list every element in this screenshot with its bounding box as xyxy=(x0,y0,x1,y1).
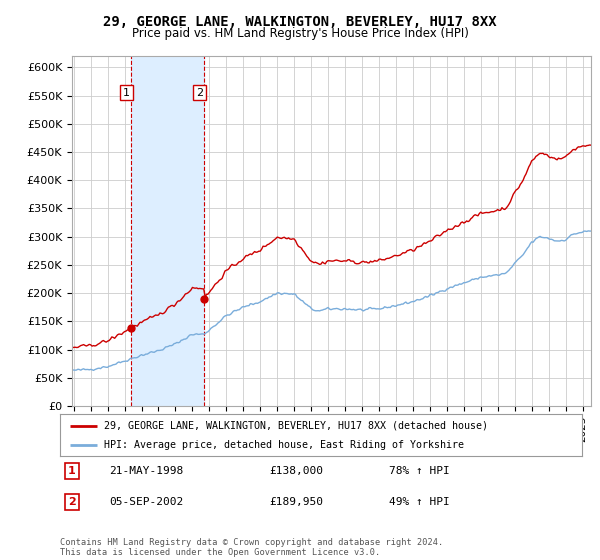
Text: HPI: Average price, detached house, East Riding of Yorkshire: HPI: Average price, detached house, East… xyxy=(104,440,464,450)
Text: 05-SEP-2002: 05-SEP-2002 xyxy=(110,497,184,507)
Text: 21-MAY-1998: 21-MAY-1998 xyxy=(110,466,184,476)
Bar xyxy=(131,56,204,406)
Text: 1: 1 xyxy=(68,466,76,476)
Text: 29, GEORGE LANE, WALKINGTON, BEVERLEY, HU17 8XX: 29, GEORGE LANE, WALKINGTON, BEVERLEY, H… xyxy=(103,15,497,29)
Text: 49% ↑ HPI: 49% ↑ HPI xyxy=(389,497,449,507)
Text: Price paid vs. HM Land Registry's House Price Index (HPI): Price paid vs. HM Land Registry's House … xyxy=(131,27,469,40)
Text: 29, GEORGE LANE, WALKINGTON, BEVERLEY, HU17 8XX (detached house): 29, GEORGE LANE, WALKINGTON, BEVERLEY, H… xyxy=(104,421,488,431)
Text: 78% ↑ HPI: 78% ↑ HPI xyxy=(389,466,449,476)
Text: £138,000: £138,000 xyxy=(269,466,323,476)
Text: £189,950: £189,950 xyxy=(269,497,323,507)
Text: Contains HM Land Registry data © Crown copyright and database right 2024.
This d: Contains HM Land Registry data © Crown c… xyxy=(60,538,443,557)
Text: 2: 2 xyxy=(196,87,203,97)
Text: 1: 1 xyxy=(123,87,130,97)
Text: 2: 2 xyxy=(68,497,76,507)
